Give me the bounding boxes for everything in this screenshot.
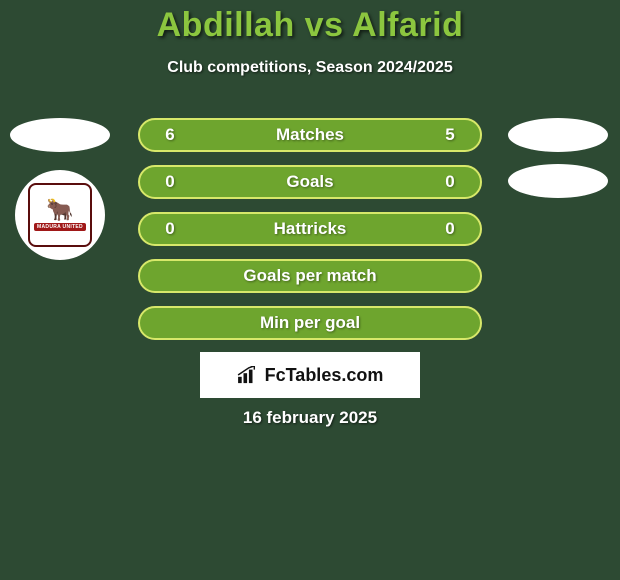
right-player-placeholder: [508, 118, 608, 152]
stat-label: Goals per match: [156, 266, 464, 286]
stat-left-value: 0: [156, 219, 184, 239]
page-subtitle: Club competitions, Season 2024/2025: [0, 59, 620, 77]
source-logo-text: FcTables.com: [265, 365, 384, 386]
date-text: 16 february 2025: [0, 408, 620, 428]
stat-row-goals: 0 Goals 0: [138, 165, 482, 199]
stat-left-value: 0: [156, 172, 184, 192]
bar-chart-icon: [237, 366, 259, 384]
stat-right-value: 0: [436, 172, 464, 192]
stat-label: Hattricks: [184, 219, 436, 239]
stat-right-value: 5: [436, 125, 464, 145]
left-club-name: MADURA UNITED: [34, 223, 86, 231]
left-player-placeholder: [10, 118, 110, 152]
stat-row-matches: 6 Matches 5: [138, 118, 482, 152]
source-logo: FcTables.com: [200, 352, 420, 398]
stat-label: Matches: [184, 125, 436, 145]
left-player-column: 🐂 MADURA UNITED: [10, 118, 110, 260]
right-club-placeholder: [508, 164, 608, 198]
right-player-column: [508, 118, 608, 198]
left-club-badge: 🐂 MADURA UNITED: [15, 170, 105, 260]
stat-label: Min per goal: [156, 313, 464, 333]
stat-left-value: 6: [156, 125, 184, 145]
stat-right-value: 0: [436, 219, 464, 239]
bull-icon: 🐂: [46, 199, 73, 221]
comparison-card: Abdillah vs Alfarid Club competitions, S…: [0, 0, 620, 580]
left-club-badge-inner: 🐂 MADURA UNITED: [28, 183, 92, 247]
stat-label: Goals: [184, 172, 436, 192]
page-title: Abdillah vs Alfarid: [0, 6, 620, 45]
stat-row-hattricks: 0 Hattricks 0: [138, 212, 482, 246]
stat-row-min-per-goal: Min per goal: [138, 306, 482, 340]
stat-row-goals-per-match: Goals per match: [138, 259, 482, 293]
stats-list: 6 Matches 5 0 Goals 0 0 Hattricks 0 Goal…: [138, 118, 482, 340]
